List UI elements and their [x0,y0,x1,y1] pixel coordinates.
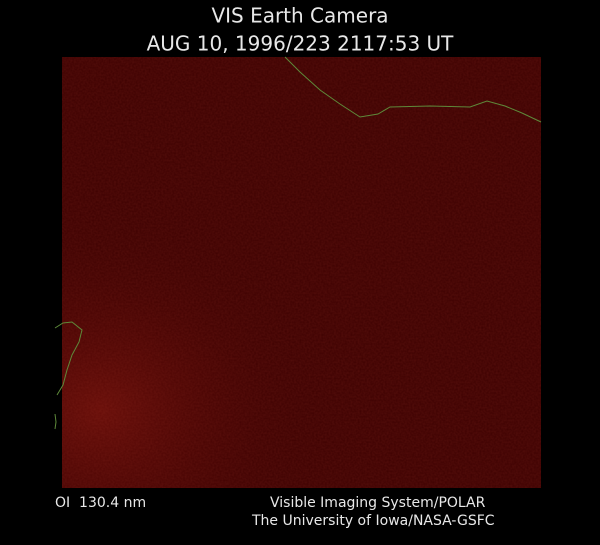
filter-label: OI 130.4 nm [55,495,146,511]
coastline [54,321,83,396]
coastline [284,56,542,123]
image-noise [62,57,541,488]
instrument-label: Visible Imaging System/POLAR [270,495,486,511]
image-title: VIS Earth Camera [211,4,388,28]
image-timestamp: AUG 10, 1996/223 2117:53 UT [147,32,455,56]
coastline [54,413,57,430]
institution-label: The University of Iowa/NASA-GSFC [251,513,495,529]
